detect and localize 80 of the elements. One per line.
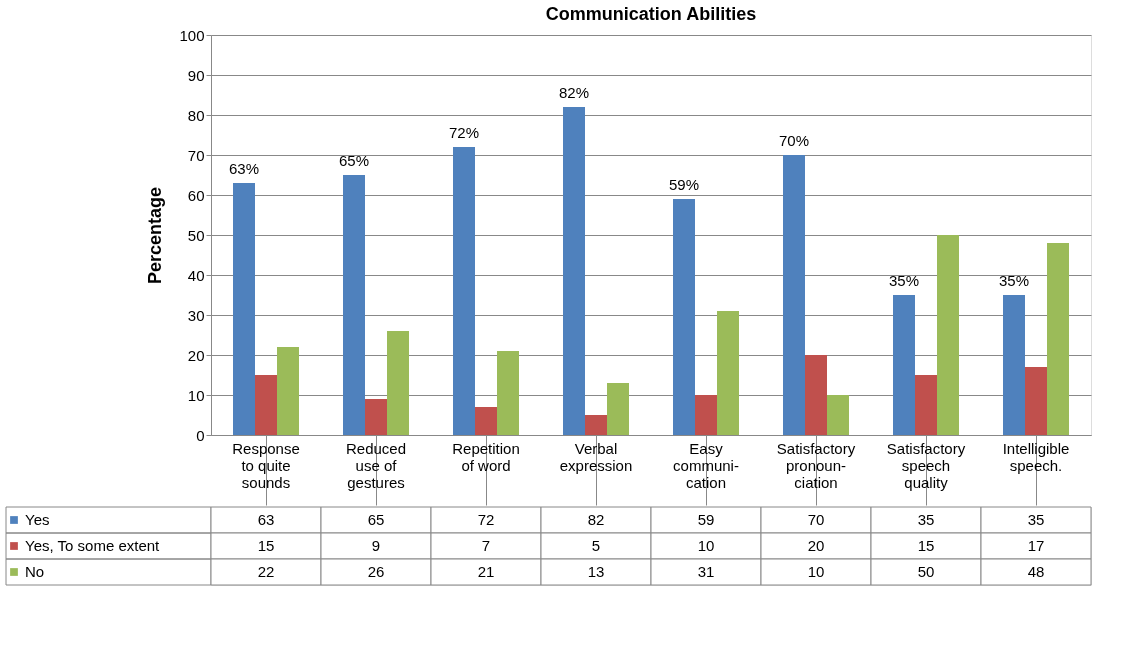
bar [915,375,937,435]
x-tick-label: Intelligible speech. [1002,439,1070,474]
data-label: 15 [257,537,275,554]
x-tick-label: Easy communi- cation [673,439,739,491]
y-axis-title: Percentage [145,186,166,285]
bar [717,311,739,435]
annotation: 70% [778,132,810,149]
chart-title: Communication Abilities [545,4,757,24]
legend-label: Yes, To some extent [25,537,161,554]
bar [827,395,849,435]
bar [453,147,475,435]
data-label: 48 [1027,563,1045,580]
bar [673,199,695,435]
y-tick-label: 70 [187,146,205,164]
bar [1025,367,1047,435]
data-label: 9 [371,537,381,554]
bar [365,399,387,435]
legend-label: No [25,563,45,580]
y-tick-label: 80 [187,106,205,124]
annotation: 59% [668,176,700,193]
annotation: 35% [998,272,1030,289]
y-tick-label: 60 [187,186,205,204]
data-label: 35 [917,511,935,528]
annotation: 35% [888,272,920,289]
bar [255,375,277,435]
bar [893,295,915,435]
x-tick-label: Verbal expression [559,439,633,474]
y-tick-label: 30 [187,306,205,324]
bar [497,351,519,435]
annotation: 82% [558,84,590,101]
x-tick-label: Response to quite sounds [232,439,300,491]
x-tick-label: Reduced use of gestures [345,439,407,491]
bar [387,331,409,435]
data-label: 26 [367,563,385,580]
legend-label: Yes [25,511,50,528]
annotation: 65% [338,152,370,169]
bar [343,175,365,435]
bar [937,235,959,435]
bar [695,395,717,435]
annotation: 63% [228,160,260,177]
y-tick-label: 90 [187,66,205,84]
data-label: 20 [807,537,825,554]
bar [277,347,299,435]
x-tick-label: Satisfactory speech quality [886,439,966,491]
bar [805,355,827,435]
data-label: 10 [807,563,825,580]
y-tick-label: 40 [187,266,205,284]
data-label: 21 [477,563,495,580]
data-label: 63 [257,511,275,528]
data-label: 31 [697,563,715,580]
bar [607,383,629,435]
data-label: 59 [697,511,715,528]
data-label: 15 [917,537,935,554]
bar [783,155,805,435]
data-label: 17 [1027,537,1045,554]
bar [1003,295,1025,435]
y-tick-label: 10 [187,386,205,404]
data-label: 50 [917,563,935,580]
data-label: 72 [477,511,495,528]
bar [1047,243,1069,435]
annotation: 72% [448,124,480,141]
y-tick-label: 100 [179,26,205,44]
bar [585,415,607,435]
x-tick-label: Satisfactory pronoun- ciation [776,439,856,491]
data-label: 82 [587,511,605,528]
y-tick-label: 50 [187,226,205,244]
data-label: 5 [591,537,601,554]
data-label: 7 [481,537,491,554]
bar [233,183,255,435]
data-label: 35 [1027,511,1045,528]
bar [563,107,585,435]
data-label: 70 [807,511,825,528]
data-label: 65 [367,511,385,528]
x-tick-label: Repetition of word [452,439,520,474]
y-tick-label: 20 [187,346,205,364]
data-label: 13 [587,563,605,580]
bar [475,407,497,435]
data-label: 22 [257,563,275,580]
data-label: 10 [697,537,715,554]
y-tick-label: 0 [196,426,205,444]
